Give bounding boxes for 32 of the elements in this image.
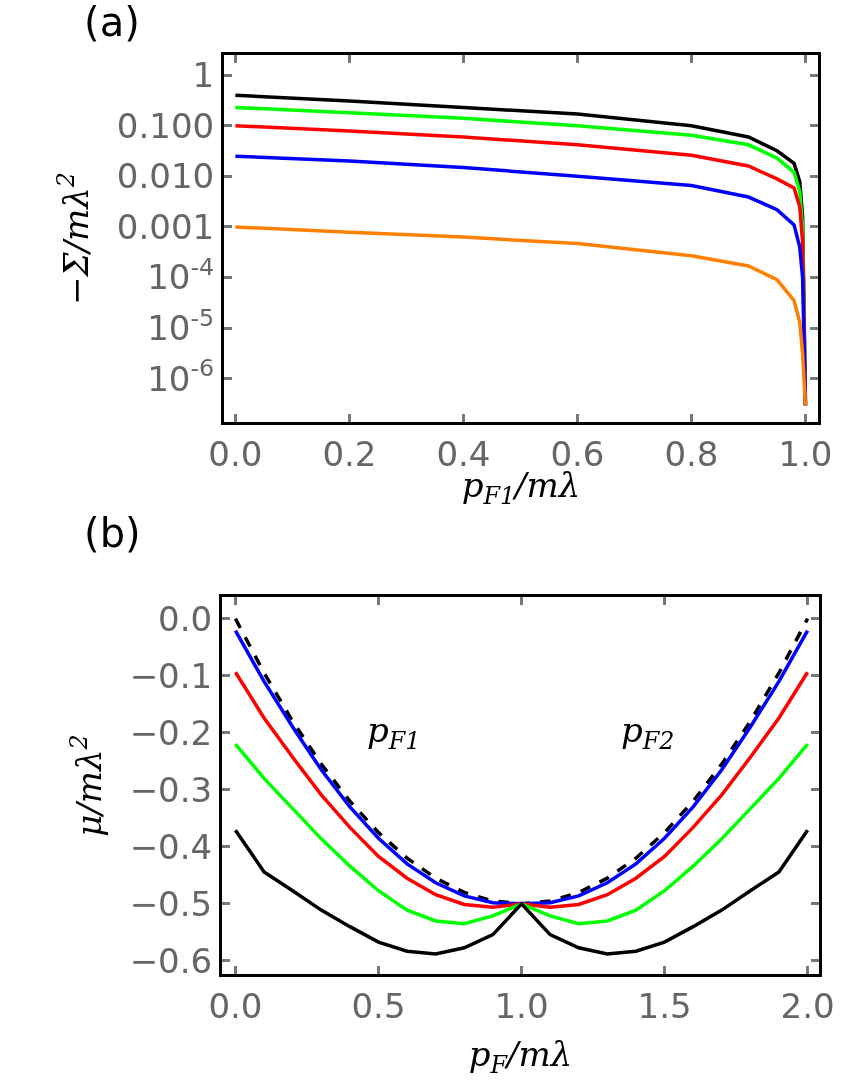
annotation: p$_{F1}$ <box>367 710 421 756</box>
chart-title: (b) <box>84 509 141 556</box>
x-tick-label: 0.0 <box>208 433 263 474</box>
y-tick-label: −0.2 <box>129 712 213 753</box>
y-tick-label: 10$^{-6}$ <box>147 354 215 399</box>
y-tick-label: 0.001 <box>116 206 215 247</box>
chart-title: (a) <box>84 0 140 45</box>
x-tick-label: 0.5 <box>351 985 406 1026</box>
x-tick-label: 0.4 <box>436 433 491 474</box>
y-tick-label: 10$^{-5}$ <box>147 303 215 349</box>
y-tick-label: 0.010 <box>116 156 215 197</box>
line-series <box>233 225 808 407</box>
y-tick-label: −0.1 <box>129 655 213 696</box>
x-tick-label: 0.0 <box>208 985 263 1026</box>
x-tick-label: 0.8 <box>664 433 719 474</box>
y-tick-label: −0.3 <box>129 769 213 810</box>
y-tick-label: 0.0 <box>158 598 213 639</box>
y-tick-label: −0.4 <box>129 826 213 867</box>
line-series <box>233 670 810 910</box>
y-tick-label: −0.5 <box>129 883 213 924</box>
y-tick-label: −0.6 <box>129 940 213 981</box>
y-tick-label: 10$^{-4}$ <box>147 253 215 298</box>
y-tick-label: 1 <box>192 55 215 96</box>
line-series <box>233 828 810 956</box>
x-tick-label: 1.0 <box>778 433 833 474</box>
x-tick-label: 1.5 <box>637 985 692 1026</box>
annotation: p$_{F2}$ <box>621 710 675 756</box>
x-tick-label: 0.2 <box>322 433 377 474</box>
y-tick-label: 0.100 <box>116 105 215 146</box>
x-tick-label: 2.0 <box>780 985 835 1026</box>
x-axis-title: p$_{F}$/mλ <box>468 1034 573 1080</box>
x-tick-label: 1.0 <box>494 985 549 1026</box>
